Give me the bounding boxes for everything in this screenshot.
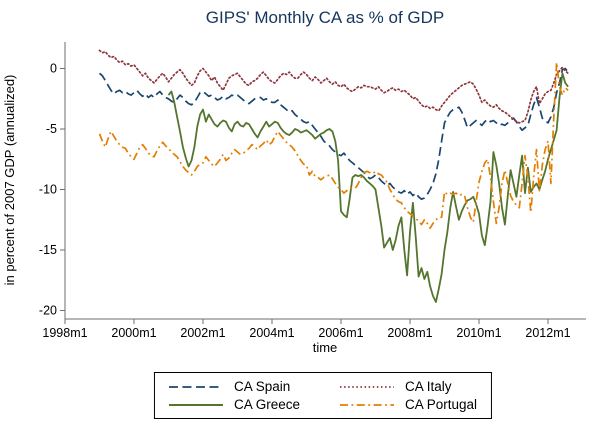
legend-line-sample	[168, 385, 223, 388]
x-axis-label: time	[313, 340, 338, 355]
legend-item-ca-italy: CA Italy	[338, 379, 477, 394]
x-tick-label: 2008m1	[387, 326, 432, 340]
x-tick-label: 2002m1	[180, 326, 225, 340]
x-tick-label: 2010m1	[456, 326, 501, 340]
series-line-ca-greece	[167, 72, 569, 303]
legend-line-sample	[339, 403, 394, 406]
legend-label: CA Greece	[233, 397, 300, 412]
legend: CA Spain CA Italy CA Greece CA Portugal	[153, 372, 493, 419]
legend-line-sample	[168, 403, 223, 406]
axes: 0 -5 -10 -15 -20 1998m1 2000m1 2002m1 2004m1 2006…	[39, 42, 586, 340]
x-tick-label: 2000m1	[111, 326, 156, 340]
x-tick-label: 1998m1	[42, 326, 87, 340]
y-axis-label: in percent of 2007 GDP (annualized)	[2, 75, 17, 286]
chart-title: GIPS' Monthly CA as % of GDP	[206, 8, 445, 27]
legend-line-sample	[339, 385, 394, 388]
series-line-ca-italy	[98, 49, 569, 124]
legend-label: CA Portugal	[404, 397, 478, 412]
legend-item-ca-portugal: CA Portugal	[338, 397, 477, 412]
series-line-ca-portugal	[98, 61, 569, 230]
y-tick-label: -15	[39, 243, 57, 257]
x-tick-label: 2012m1	[525, 326, 570, 340]
y-tick-label: -10	[39, 183, 57, 197]
series-line-ca-spain	[98, 67, 569, 201]
legend-label: CA Spain	[233, 379, 291, 394]
legend-item-ca-greece: CA Greece	[167, 397, 300, 412]
x-tick-label: 2006m1	[318, 326, 363, 340]
x-tick-label: 2004m1	[249, 326, 294, 340]
y-tick-label: 0	[50, 62, 57, 76]
legend-item-ca-spain: CA Spain	[167, 379, 300, 394]
y-tick-label: -5	[46, 122, 57, 136]
legend-label: CA Italy	[404, 379, 452, 394]
y-tick-label: -20	[39, 304, 57, 318]
series-lines	[98, 49, 569, 303]
